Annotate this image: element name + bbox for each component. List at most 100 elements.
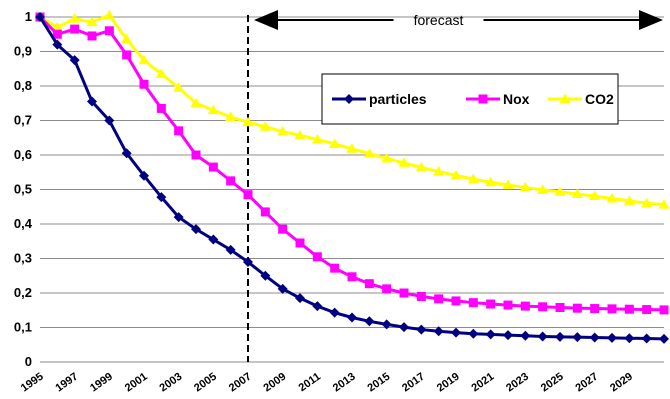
x-tick-label: 2011 [297, 371, 323, 395]
data-point [104, 26, 114, 36]
data-point [87, 31, 97, 41]
data-point [260, 270, 271, 281]
data-point [606, 192, 618, 203]
data-point [382, 284, 392, 294]
data-point [139, 170, 149, 181]
data-point [121, 33, 133, 44]
y-tick-label: 0,3 [14, 251, 32, 266]
x-tick-label: 2015 [365, 371, 392, 395]
data-point [416, 291, 426, 301]
data-point [87, 96, 97, 107]
data-point [607, 332, 617, 343]
data-point [450, 169, 462, 180]
series-layer [34, 9, 670, 344]
data-point [156, 103, 166, 113]
data-point [607, 304, 617, 314]
data-point [103, 9, 115, 20]
data-point [415, 161, 427, 172]
data-point [69, 13, 81, 23]
y-tick-label: 0,1 [14, 320, 32, 335]
data-point [433, 166, 445, 176]
series-particles [35, 12, 669, 344]
data-point [433, 326, 444, 337]
data-point [51, 21, 63, 32]
data-point [624, 304, 634, 314]
data-point [520, 330, 531, 341]
legend-item-co2: CO2 [548, 91, 614, 107]
data-point [347, 272, 357, 282]
data-point [347, 312, 357, 323]
data-point [344, 94, 354, 104]
y-axis-tick-labels: 0 0,1 0,2 0,3 0,4 0,5 0,6 0,7 0,8 0,9 1 [14, 9, 33, 369]
data-point [104, 115, 115, 126]
data-point [537, 331, 548, 342]
data-point [69, 55, 80, 66]
data-point [623, 195, 635, 205]
data-point [260, 207, 270, 217]
data-point [554, 186, 566, 196]
data-point [399, 288, 409, 298]
x-tick-label: 2029 [608, 371, 635, 395]
x-tick-label: 2007 [227, 371, 254, 395]
data-point [156, 192, 167, 203]
x-tick-label: 2027 [573, 371, 600, 395]
x-tick-label: 2009 [261, 371, 288, 395]
data-point [572, 303, 582, 313]
data-point [207, 104, 219, 115]
data-point [659, 305, 669, 315]
data-point [243, 256, 253, 267]
data-point [311, 133, 323, 144]
y-tick-label: 0,4 [14, 216, 33, 231]
data-point [52, 39, 63, 50]
x-axis-tick-labels: 1995 1997 1999 2001 2003 2005 2007 2009 2011 2013… [19, 371, 635, 395]
legend-label: Nox [503, 91, 530, 107]
data-point [434, 294, 444, 304]
data-point [226, 176, 236, 186]
x-tick-label: 2001 [123, 371, 150, 395]
legend-label: CO2 [585, 91, 614, 107]
data-point [70, 24, 80, 34]
data-point [330, 263, 340, 273]
data-point [399, 322, 409, 333]
data-point [555, 331, 565, 342]
data-point [659, 333, 669, 344]
data-point [208, 162, 218, 172]
data-point [520, 301, 530, 311]
data-point [589, 332, 600, 343]
x-tick-label: 2019 [435, 371, 462, 395]
data-point [225, 111, 237, 122]
legend: particles Nox CO2 [321, 73, 619, 125]
data-point [312, 252, 322, 262]
data-point [138, 54, 150, 65]
data-point [641, 197, 653, 208]
data-point [121, 148, 132, 159]
data-point [398, 157, 410, 167]
data-point [208, 234, 219, 245]
data-point [468, 328, 479, 339]
x-tick-label: 2013 [331, 371, 358, 395]
data-point [381, 319, 392, 330]
y-tick-label: 0,5 [14, 182, 32, 197]
x-tick-label: 2023 [504, 371, 531, 395]
data-point [468, 298, 478, 308]
data-point [571, 188, 583, 198]
data-point [519, 181, 531, 192]
y-tick-label: 1 [25, 9, 32, 24]
y-tick-label: 0,7 [14, 113, 32, 128]
data-point [191, 224, 201, 235]
data-point [277, 283, 288, 294]
data-point [295, 293, 305, 304]
y-tick-label: 0,8 [14, 78, 32, 93]
data-point [174, 126, 184, 136]
x-tick-label: 2005 [192, 371, 219, 395]
data-point [555, 302, 565, 312]
data-point [559, 93, 571, 103]
x-tick-label: 2025 [539, 371, 566, 395]
x-tick-label: 1997 [53, 371, 80, 395]
data-point [485, 176, 497, 187]
data-point [642, 305, 652, 315]
data-point [451, 296, 461, 306]
data-point [242, 116, 254, 127]
data-point [173, 82, 185, 92]
